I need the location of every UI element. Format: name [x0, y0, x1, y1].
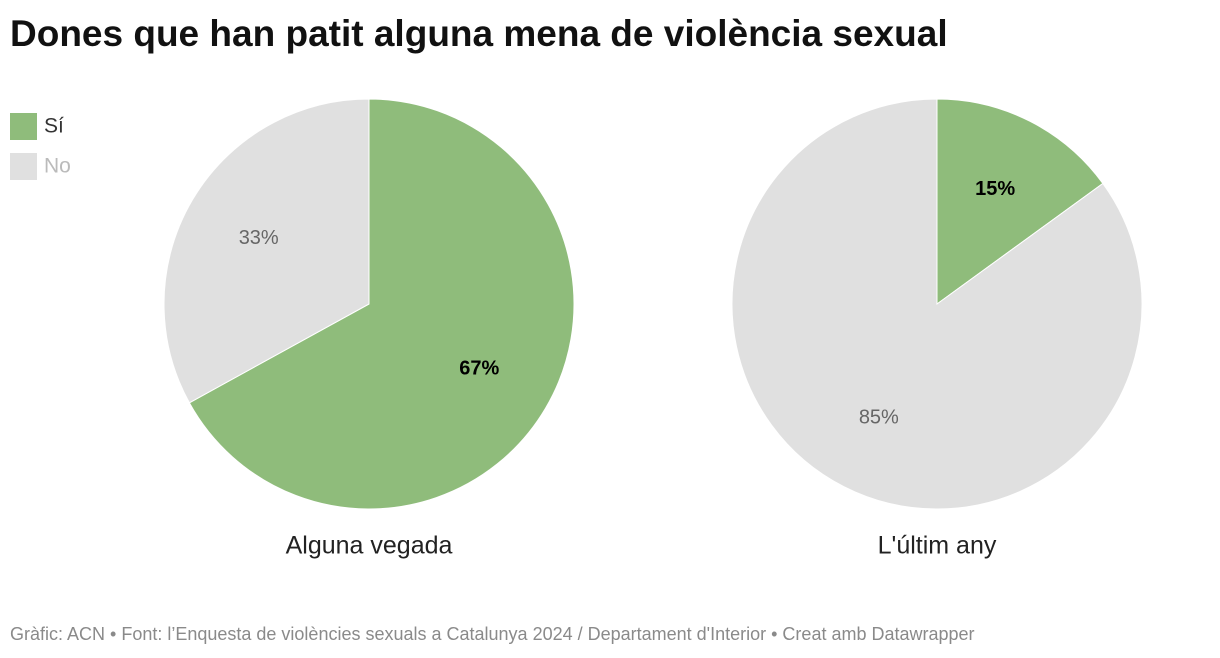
legend-label: Sí [44, 115, 64, 138]
value-label: 67% [459, 358, 499, 380]
value-label: 15% [975, 178, 1015, 200]
pie-title: L'últim any [878, 532, 997, 560]
legend-swatch [10, 113, 37, 140]
chart-title: Dones que han patit alguna mena de violè… [10, 13, 948, 54]
pie-slice [731, 98, 1143, 510]
footer: Gràfic: ACN • Font: l’Enquesta de violèn… [10, 624, 975, 644]
legend-swatch [10, 153, 37, 180]
pie-title: Alguna vegada [286, 532, 453, 560]
value-label: 85% [859, 406, 899, 428]
value-label: 33% [239, 227, 279, 249]
legend-label: No [44, 155, 71, 178]
pie-slice [163, 98, 370, 404]
pie-slice [936, 98, 1104, 305]
pie-slice [188, 98, 575, 510]
